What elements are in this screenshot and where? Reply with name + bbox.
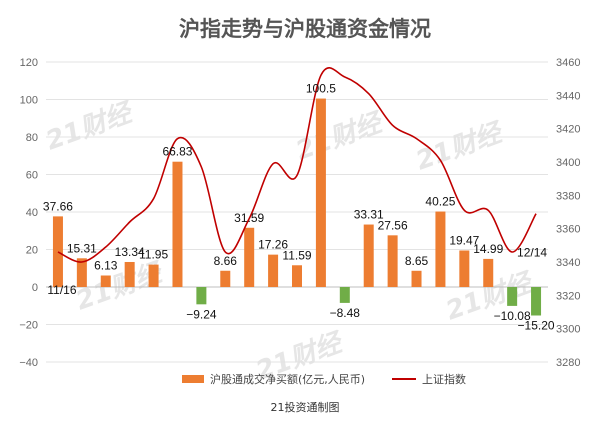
bar-value-label: 66.83: [162, 145, 192, 159]
bar: [387, 235, 398, 287]
bar-value-label: 15.31: [67, 241, 97, 255]
bar: [52, 216, 63, 287]
watermark-3: 21财经: [412, 117, 508, 176]
right-tick-label: 3420: [556, 124, 580, 136]
legend: 沪股通成交净买额(亿元,人民币) 上证指数: [182, 372, 466, 386]
chart-title: 沪指走势与沪股通资金情况: [179, 17, 431, 41]
bar-value-label: 14.99: [473, 242, 503, 256]
left-tick-label: 20: [26, 245, 38, 257]
right-tick-label: 3440: [556, 90, 580, 102]
bar: [244, 227, 255, 287]
bar-value-label: 33.31: [354, 208, 384, 222]
bar-value-label: 6.13: [94, 259, 118, 273]
bar: [483, 258, 494, 287]
bar-value-label: 19.47: [449, 233, 479, 247]
legend-bar-label: 沪股通成交净买额(亿元,人民币): [210, 372, 365, 386]
bar-value-label: −9.24: [186, 307, 217, 321]
bar: [292, 265, 302, 287]
right-tick-label: 3380: [556, 190, 580, 202]
bar: [196, 287, 207, 305]
chart-source: 21投资通制图: [271, 400, 340, 414]
right-tick-label: 3320: [556, 290, 580, 302]
bar: [76, 258, 87, 287]
bar: [148, 264, 159, 287]
right-axis-ticks: 3280 3300 3320 3340 3360 3380 3400 3420 3440 3460: [556, 57, 580, 369]
left-tick-label: 80: [26, 132, 38, 144]
right-tick-label: 3300: [556, 324, 580, 336]
left-axis-ticks: −40 −20 0 20 40 60 80 100 120: [19, 57, 38, 369]
bar-value-label: 40.25: [425, 195, 455, 209]
bar-value-label: 27.56: [378, 218, 408, 232]
bar-value-label: 11.95: [139, 248, 168, 262]
bar-value-label: 17.26: [258, 238, 288, 252]
start-date-label: 11/16: [47, 283, 76, 297]
bar-value-label: 100.5: [306, 82, 336, 96]
left-tick-label: 40: [26, 207, 38, 219]
bar: [172, 161, 183, 287]
left-tick-label: 0: [32, 282, 38, 294]
right-tick-label: 3460: [556, 57, 580, 69]
bar: [363, 224, 374, 287]
bar: [124, 261, 135, 287]
watermark-0: 21财经: [42, 97, 138, 156]
bar-value-label: 31.59: [234, 211, 264, 225]
bar: [459, 250, 470, 287]
bar: [411, 270, 422, 287]
right-tick-label: 3340: [556, 257, 580, 269]
bar: [315, 98, 326, 287]
bar: [268, 254, 279, 287]
left-tick-label: 100: [20, 95, 38, 107]
bar-value-label: −8.48: [330, 306, 361, 320]
bar: [531, 287, 542, 316]
right-tick-label: 3400: [556, 157, 580, 169]
bar-series: [52, 98, 542, 316]
bar-value-label: 8.65: [405, 254, 429, 268]
line-series: [57, 67, 537, 263]
right-tick-label: 3280: [556, 357, 580, 369]
bar-value-label: −10.08: [494, 309, 531, 323]
right-tick-label: 3360: [556, 224, 580, 236]
bar: [435, 211, 446, 287]
index-line: [57, 67, 537, 263]
bar: [220, 270, 231, 287]
legend-bar-swatch: [182, 375, 204, 383]
bar-value-label: 13.34: [115, 245, 145, 259]
bar: [507, 287, 518, 306]
bar-value-label: 37.66: [43, 199, 73, 213]
bar-value-label: −15.20: [518, 319, 555, 333]
bar: [339, 287, 350, 303]
bar: [100, 275, 111, 287]
legend-line-label: 上证指数: [422, 372, 466, 386]
bar-value-label: 8.66: [214, 254, 238, 268]
left-tick-label: 120: [20, 57, 38, 69]
left-tick-label: −40: [19, 357, 38, 369]
left-tick-label: −20: [19, 320, 38, 332]
end-date-label: 12/14: [517, 246, 547, 260]
left-tick-label: 60: [26, 170, 38, 182]
bar-value-label: 11.59: [282, 248, 311, 262]
